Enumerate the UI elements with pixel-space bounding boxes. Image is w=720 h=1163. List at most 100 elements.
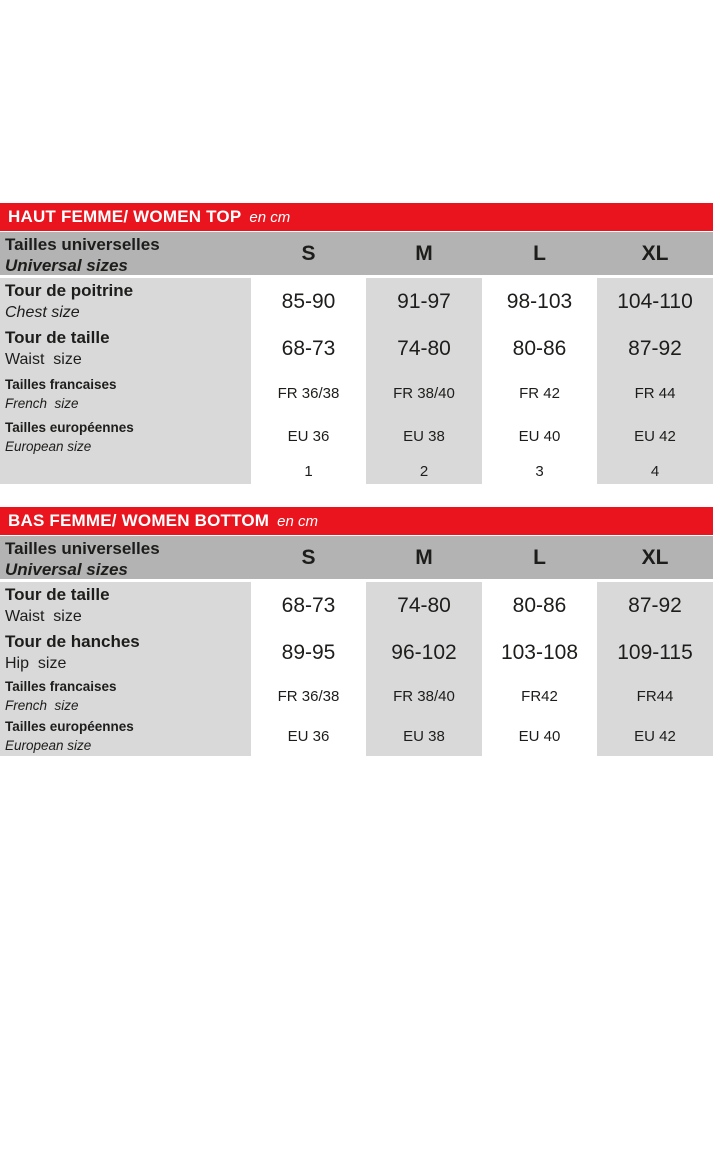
cell-value: 68-73 (281, 336, 336, 360)
row-label-chest: Tour de poitrine Chest size (0, 278, 251, 325)
waist-value-xl: 87-92 (597, 582, 713, 629)
cell-value: FR 42 (519, 385, 560, 402)
french-size-value-l: FR42 (482, 676, 597, 716)
cell-value: 4 (650, 462, 660, 480)
cell-value: 87-92 (628, 336, 682, 360)
cell-value: 3 (535, 462, 544, 480)
cell-value: FR44 (636, 687, 674, 705)
cell-value: 85-90 (281, 289, 336, 313)
row-label-fr: Tour de hanches (5, 632, 140, 651)
cell-value: EU 42 (634, 727, 676, 745)
row-label-waist: Tour de taille Waist size (0, 582, 251, 629)
european-size-value-l: EU 40 (482, 716, 597, 756)
women-top-size-table: HAUT FEMME/ WOMEN TOP en cm Tailles univ… (0, 203, 713, 484)
european-size-value-m: EU 38 (366, 415, 482, 458)
cell-value: 87-92 (628, 593, 682, 617)
size-column-header-m: M (366, 536, 482, 582)
cell-value: EU 36 (287, 428, 330, 445)
european-size-value-xl: EU 42 (597, 716, 713, 756)
size-column-header-m: M (366, 232, 482, 278)
european-size-value-s: EU 36 (251, 415, 366, 458)
size-column-header-s: S (251, 232, 366, 278)
row-label-waist: Tour de taille Waist size (0, 325, 251, 372)
waist-value-xl: 87-92 (597, 325, 713, 372)
cell-value: FR42 (521, 687, 558, 705)
numeric-size-value-l: 3 (482, 458, 597, 484)
row-label-en: Hip size (5, 655, 67, 672)
cell-value: EU 40 (518, 428, 561, 445)
row-label-fr: Tailles européennes (5, 719, 134, 734)
cell-value: EU 40 (518, 727, 561, 745)
cell-value: 68-73 (281, 593, 336, 617)
cell-value: 96-102 (391, 640, 457, 664)
size-column-header-l: L (482, 232, 597, 278)
row-label-european-size: Tailles européennes European size (0, 415, 251, 458)
chest-value-m: 91-97 (366, 278, 482, 325)
row-label-numeric-size (0, 458, 251, 484)
hip-value-l: 103-108 (482, 629, 597, 676)
row-label-european-size: Tailles européennes European size (0, 716, 251, 756)
cell-value: EU 38 (403, 428, 445, 445)
row-label-fr: Tour de taille (5, 585, 110, 604)
cell-value: 91-97 (397, 289, 451, 313)
chest-value-xl: 104-110 (597, 278, 713, 325)
table-title: BAS FEMME/ WOMEN BOTTOM (8, 511, 270, 530)
women-top-title-bar: HAUT FEMME/ WOMEN TOP en cm (0, 203, 713, 232)
table-unit-label: en cm (277, 512, 319, 530)
cell-value: FR 38/40 (393, 385, 455, 402)
row-label-fr: Tailles francaises (5, 679, 117, 694)
french-size-value-xl: FR 44 (597, 372, 713, 415)
row-label-en: Waist size (5, 351, 82, 368)
header-label-en: Universal sizes (5, 560, 128, 579)
size-column-header-l: L (482, 536, 597, 582)
row-label-en: Waist size (5, 608, 82, 625)
size-column-header-xl: XL (597, 536, 713, 582)
size-column-header-s: S (251, 536, 366, 582)
cell-value: 80-86 (512, 336, 567, 360)
row-label-fr: Tour de poitrine (5, 281, 134, 300)
waist-value-m: 74-80 (366, 582, 482, 629)
french-size-value-s: FR 36/38 (251, 372, 366, 415)
women-bottom-size-table: BAS FEMME/ WOMEN BOTTOM en cm Tailles un… (0, 507, 713, 756)
row-label-fr: Tailles européennes (5, 419, 134, 435)
row-label-en: European size (5, 438, 92, 454)
row-label-fr: Tailles francaises (5, 376, 117, 392)
cell-value: 98-103 (506, 289, 573, 313)
waist-value-s: 68-73 (251, 325, 366, 372)
waist-value-m: 74-80 (366, 325, 482, 372)
row-label-french-size: Tailles francaises French size (0, 676, 251, 716)
french-size-value-m: FR 38/40 (366, 372, 482, 415)
cell-value: FR 36/38 (277, 385, 340, 402)
european-size-value-xl: EU 42 (597, 415, 713, 458)
universal-sizes-header: Tailles universelles Universal sizes (0, 232, 251, 278)
header-label-en: Universal sizes (5, 256, 128, 275)
cell-value: FR 44 (634, 385, 676, 402)
numeric-size-value-s: 1 (251, 458, 366, 484)
cell-value: 74-80 (397, 593, 451, 617)
chest-value-l: 98-103 (482, 278, 597, 325)
row-label-french-size: Tailles francaises French size (0, 372, 251, 415)
cell-value: 89-95 (281, 640, 336, 664)
european-size-value-l: EU 40 (482, 415, 597, 458)
size-column-header-xl: XL (597, 232, 713, 278)
header-label-fr: Tailles universelles (5, 235, 160, 254)
numeric-size-value-xl: 4 (597, 458, 713, 484)
row-label-en: French size (5, 395, 79, 411)
table-title: HAUT FEMME/ WOMEN TOP (8, 207, 242, 226)
french-size-value-xl: FR44 (597, 676, 713, 716)
cell-value: 2 (419, 462, 429, 480)
chest-value-s: 85-90 (251, 278, 366, 325)
waist-value-s: 68-73 (251, 582, 366, 629)
french-size-value-m: FR 38/40 (366, 676, 482, 716)
women-top-grid: Tailles universelles Universal sizes S M… (0, 232, 713, 484)
waist-value-l: 80-86 (482, 325, 597, 372)
row-label-fr: Tour de taille (5, 328, 110, 347)
hip-value-m: 96-102 (366, 629, 482, 676)
cell-value: EU 36 (287, 727, 330, 745)
cell-value: 1 (304, 462, 313, 480)
cell-value: EU 42 (634, 428, 676, 445)
cell-value: 104-110 (617, 289, 693, 313)
hip-value-s: 89-95 (251, 629, 366, 676)
cell-value: FR 38/40 (393, 687, 455, 705)
french-size-value-l: FR 42 (482, 372, 597, 415)
